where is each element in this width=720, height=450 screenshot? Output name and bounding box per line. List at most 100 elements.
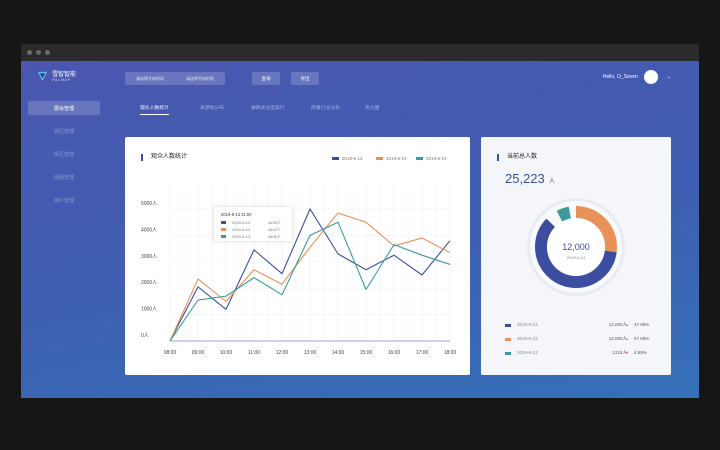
tooltip-title: 2019-6-13 11:00 (221, 212, 252, 217)
logo-mark-icon (37, 71, 48, 82)
legend-item-3[interactable]: 2019-6-13 (416, 156, 447, 161)
date-range-picker[interactable]: 请选择开始时间 请选择开始时间 (125, 72, 225, 85)
chevron-down-icon[interactable]: ⌄ (666, 74, 671, 80)
stat-percent-1: 47.59% (634, 322, 650, 327)
x-tick-label: 13:00 (304, 350, 317, 356)
chart-tooltip: 2019-6-13 11:00 2019-6-13 4400人 2019-6-1… (214, 207, 292, 241)
tooltip-row-1: 2019-6-13 4400人 (221, 220, 291, 226)
legend-item-1[interactable]: 2019-6-13 (332, 156, 363, 161)
x-tick-label: 10:00 (220, 350, 233, 356)
logo-subtitle: PALMAP (52, 76, 71, 82)
y-tick-label: 3000人 (141, 254, 157, 260)
stat-row-2: 2019-6-13 12,000人 ▲ 47.59% (505, 336, 655, 344)
line-chart: 0人 1000人 2000人 3000人 4000人 5000人 08:00 09:00 10:… (141, 187, 457, 356)
legend-item-2[interactable]: 2019-6-13 (376, 156, 407, 161)
sidebar-item-users[interactable]: 用户管理 (53, 197, 74, 204)
x-tick-label: 12:00 (276, 350, 289, 356)
stat-swatch-1 (505, 324, 511, 327)
browser-window: 雪智智能 PALMAP 请选择开始时间 请选择开始时间 查询 导出 Hello,… (21, 44, 699, 398)
tooltip-value-3: 4400人 (268, 234, 281, 239)
y-tick-label: 2000人 (141, 280, 157, 286)
x-tick-label: 16:00 (388, 350, 401, 356)
legend-swatch-1 (332, 157, 339, 160)
tooltip-swatch-1 (221, 221, 226, 224)
legend-label-3: 2019-6-13 (426, 156, 447, 161)
stat-date-2: 2019-6-13 (517, 336, 538, 341)
window-titlebar (21, 44, 699, 61)
sidebar-item-exhibitions[interactable]: 展会管理 (28, 101, 100, 115)
y-tick-label: 0人 (141, 333, 149, 339)
stat-percent-3: 4.69% (634, 350, 647, 355)
tooltip-value-1: 4400人 (268, 220, 281, 225)
visitor-stats-card: 观众人数统计 2019-6-13 2019-6-13 2019-6-13 0人 1… (125, 137, 470, 375)
stat-percent-2: 47.59% (634, 336, 650, 341)
export-button[interactable]: 导出 (291, 72, 319, 85)
total-count: 25,223 (505, 171, 545, 186)
legend-label-2: 2019-6-13 (386, 156, 407, 161)
tooltip-date-1: 2019-6-13 (232, 220, 251, 225)
stat-swatch-3 (505, 352, 511, 355)
donut-center-date: 2019-6-13 (566, 255, 586, 260)
donut-center (547, 218, 605, 276)
window-close-dot[interactable] (27, 50, 32, 55)
legend-label-1: 2019-6-13 (342, 156, 363, 161)
tooltip-swatch-2 (221, 228, 226, 231)
series-line-3 (169, 221, 451, 342)
series-line-2 (169, 212, 451, 342)
stat-date-3: 2019-6-13 (517, 350, 538, 355)
end-date-input[interactable]: 请选择开始时间 (186, 75, 214, 81)
tab-exhibitor-ranking[interactable]: 展商关注度排行 (251, 106, 285, 111)
tab-industry-distribution[interactable]: 所属行业分布 (311, 106, 340, 111)
user-menu[interactable]: Hello, O_Seven ⌄ (603, 70, 671, 84)
legend-swatch-3 (416, 157, 423, 160)
donut-chart (527, 198, 625, 296)
legend-swatch-2 (376, 157, 383, 160)
arrow-up-icon: ▲ (625, 322, 629, 327)
donut-center-value: 12,000 (562, 242, 590, 252)
x-tick-label: 18:00 (444, 350, 457, 356)
x-tick-label: 15:00 (360, 350, 373, 356)
tab-source-distribution[interactable]: 来源地分布 (200, 106, 224, 111)
tooltip-date-2: 2019-6-13 (232, 227, 251, 232)
y-tick-label: 5000人 (141, 201, 157, 207)
x-tick-label: 17:00 (416, 350, 429, 356)
top-header: 雪智智能 PALMAP 请选择开始时间 请选择开始时间 查询 导出 Hello,… (21, 61, 699, 93)
tooltip-swatch-3 (221, 235, 226, 238)
card-title: 当前总人数 (497, 154, 537, 161)
tooltip-row-3: 2019-6-13 4400人 (221, 234, 291, 240)
arrow-down-icon: ▼ (625, 350, 629, 355)
x-tick-label: 11:00 (248, 350, 260, 356)
sidebar-item-districts[interactable]: 城区管理 (53, 128, 74, 135)
total-unit: 人 (549, 179, 556, 185)
avatar[interactable] (643, 70, 658, 84)
user-greeting: Hello, O_Seven (602, 74, 638, 80)
stat-value-3: 1224人 (612, 350, 627, 355)
tooltip-value-2: 4400人 (268, 227, 281, 232)
window-maximize-dot[interactable] (45, 50, 50, 55)
window-minimize-dot[interactable] (36, 50, 41, 55)
stat-row-3: 2019-6-13 1224人 ▼ 4.69% (505, 350, 655, 358)
tooltip-date-3: 2019-6-13 (232, 234, 251, 239)
x-tick-label: 09:00 (192, 350, 205, 356)
start-date-input[interactable]: 请选择开始时间 (136, 75, 164, 81)
arrow-up-icon: ▲ (625, 336, 629, 341)
sidebar-item-venues[interactable]: 场馆管理 (53, 174, 74, 181)
donut-slice-1 (535, 206, 617, 288)
tab-visitor-stats[interactable]: 观众人数统计 (140, 104, 169, 115)
query-button[interactable]: 查询 (252, 72, 280, 85)
sidebar: 展会管理 城区管理 街区管理 场馆管理 用户管理 (21, 101, 107, 216)
y-tick-label: 4000人 (141, 227, 157, 233)
logo-name: 雪智智能 (52, 71, 77, 78)
tab-bar: 观众人数统计 来源地分布 展商关注度排行 所属行业分布 热力图 (125, 104, 699, 118)
dashboard-app: 雪智智能 PALMAP 请选择开始时间 请选择开始时间 查询 导出 Hello,… (21, 61, 699, 398)
x-tick-label: 14:00 (332, 350, 345, 356)
series-line-1 (169, 208, 451, 342)
stat-swatch-2 (505, 338, 511, 341)
stat-date-1: 2019-6-13 (517, 322, 538, 327)
sidebar-item-blocks[interactable]: 街区管理 (53, 151, 74, 158)
tab-heatmap[interactable]: 热力图 (365, 106, 380, 111)
x-tick-label: 08:00 (164, 350, 177, 356)
card-title: 观众人数统计 (141, 154, 187, 161)
logo[interactable]: 雪智智能 PALMAP (37, 71, 76, 82)
total-visitors-card: 当前总人数 25,223 人 12,000 2019-6-13 2019-6-1… (481, 137, 671, 375)
